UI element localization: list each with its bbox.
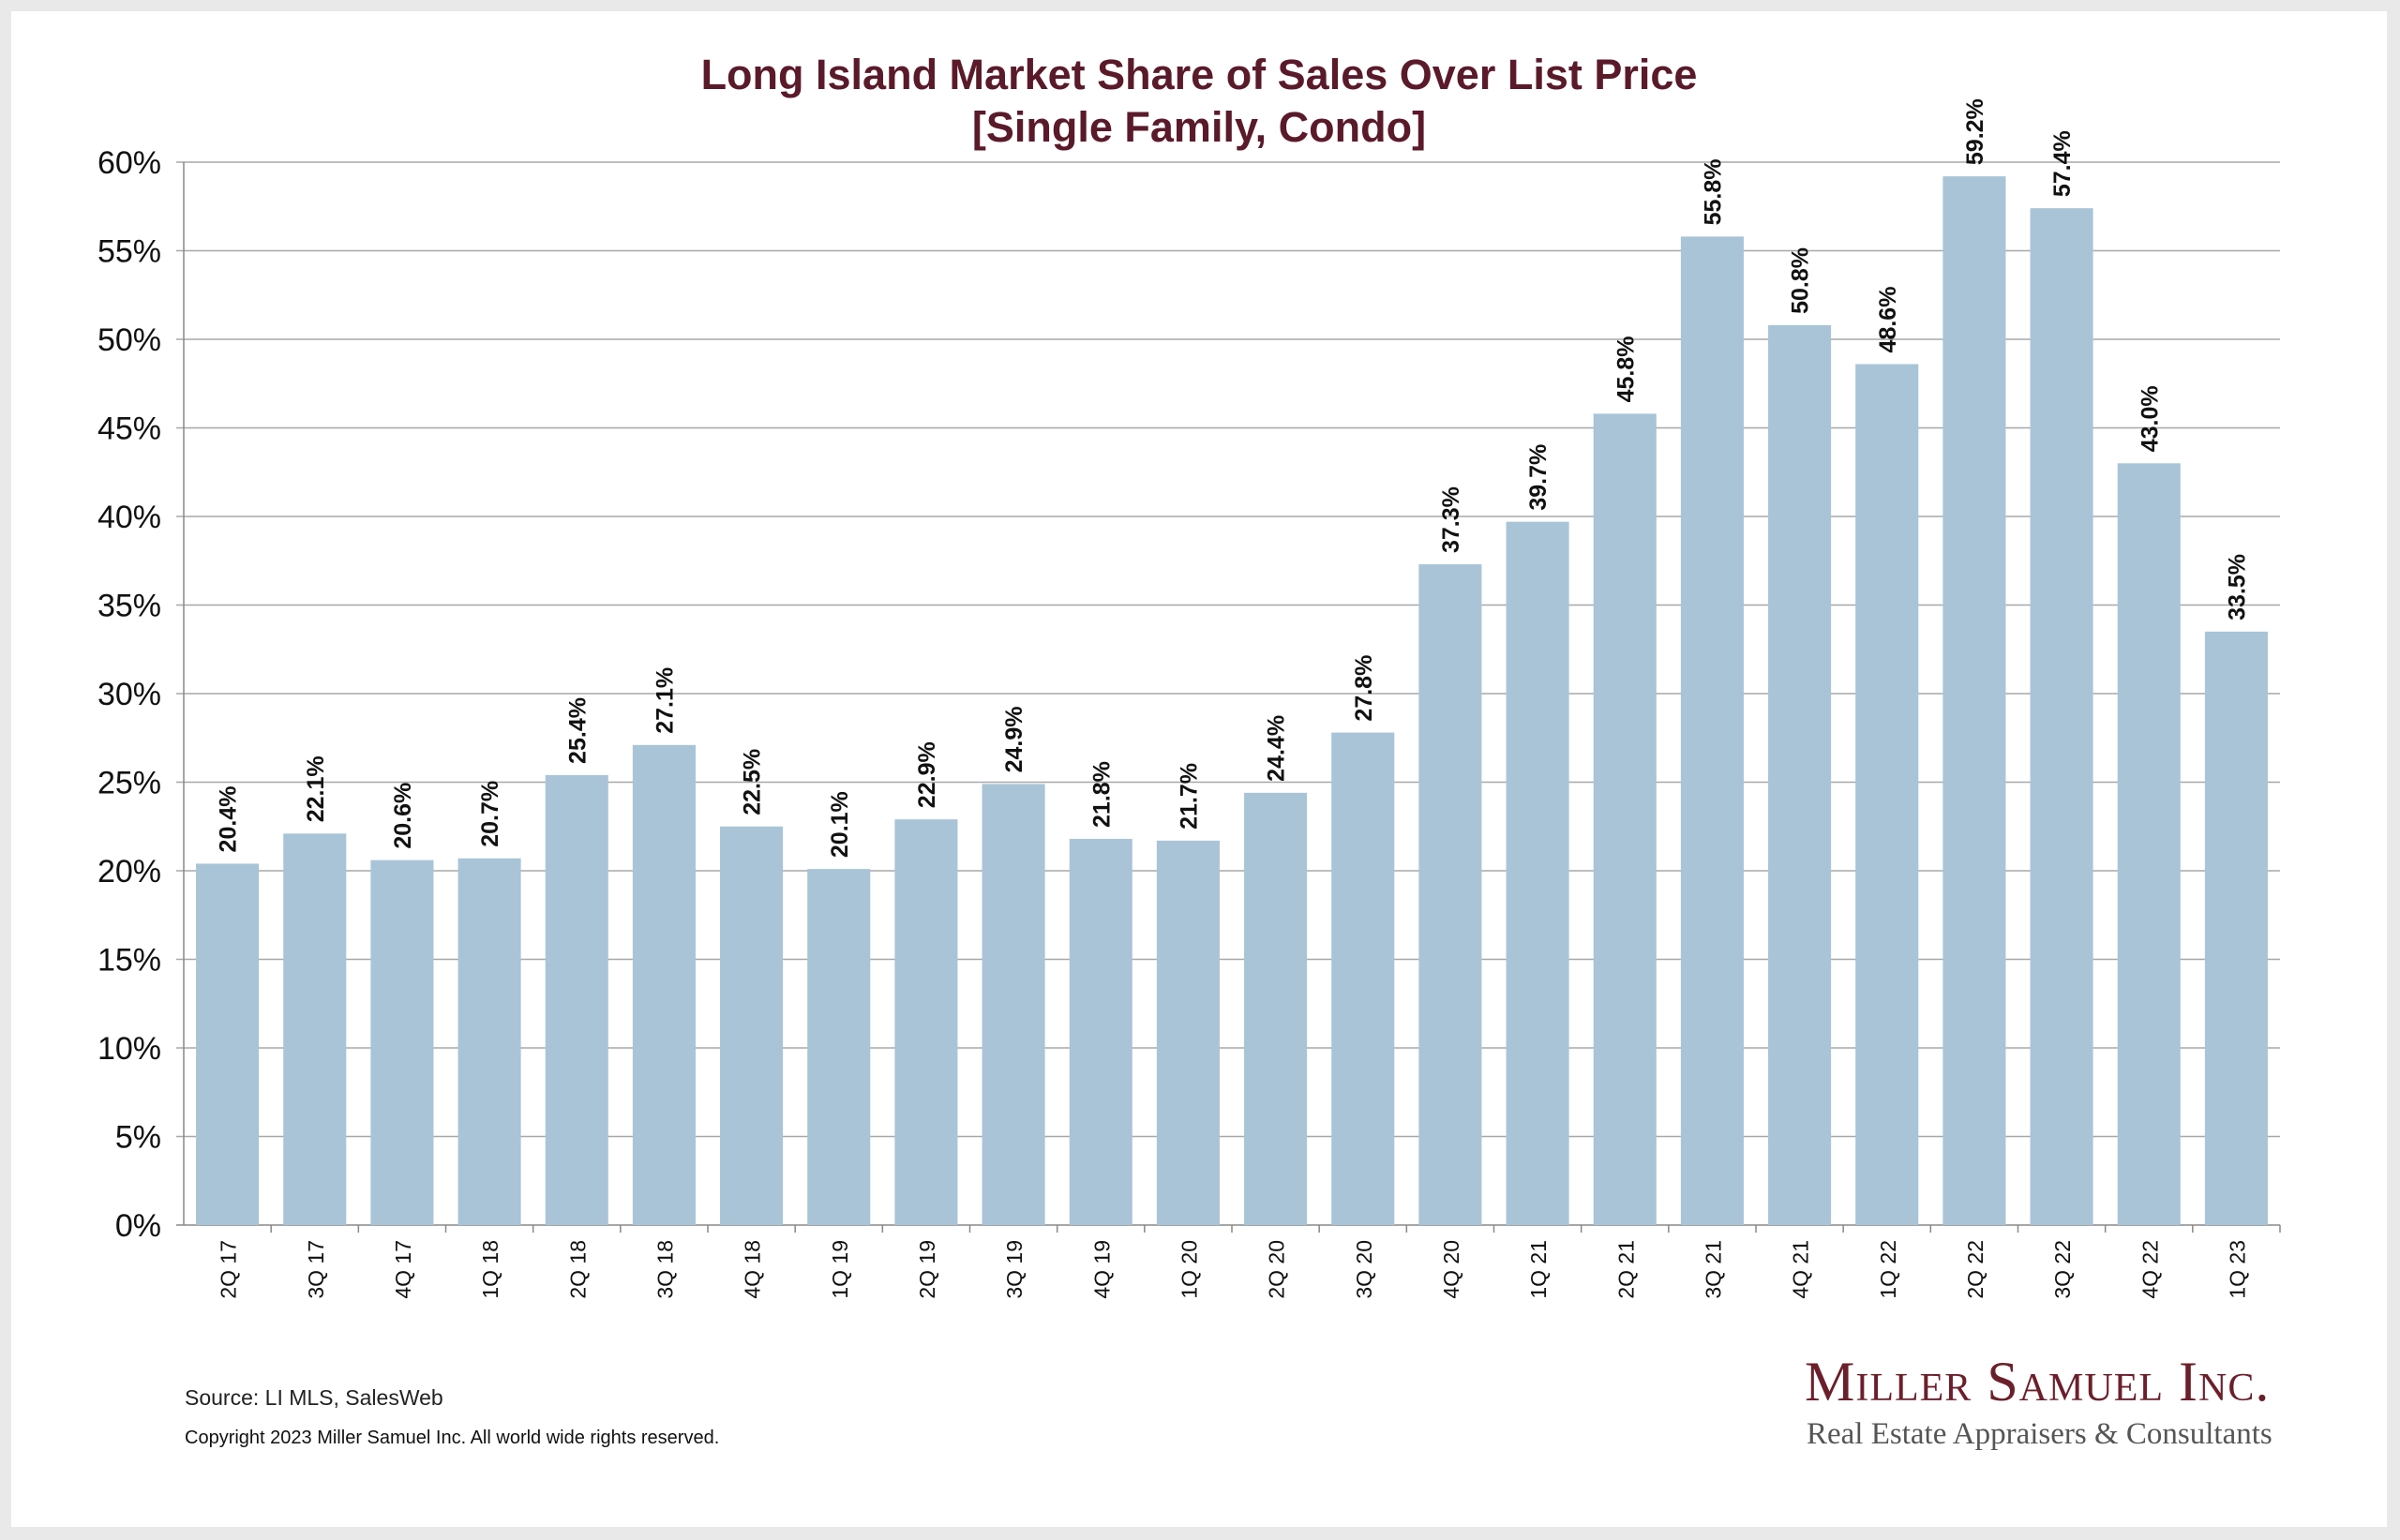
x-tick-label: 1Q 18 <box>478 1240 502 1299</box>
data-label: 25.4% <box>564 697 591 764</box>
data-label: 39.7% <box>1525 444 1552 511</box>
data-label: 50.8% <box>1788 247 1814 314</box>
data-label: 59.2% <box>1962 98 1988 165</box>
y-tick-label: 20% <box>98 854 161 890</box>
x-tick-label: 3Q 18 <box>652 1240 677 1299</box>
y-tick-label: 35% <box>98 589 161 624</box>
x-tick-label: 2Q 22 <box>1963 1240 1988 1299</box>
x-tick-label: 1Q 19 <box>828 1240 852 1299</box>
bar <box>1331 732 1395 1225</box>
x-tick-label: 4Q 21 <box>1789 1240 1813 1299</box>
x-tick-label: 3Q 22 <box>2050 1240 2075 1299</box>
bar <box>1942 176 2006 1225</box>
data-label: 55.8% <box>1700 158 1726 225</box>
x-tick-label: 2Q 18 <box>565 1240 590 1299</box>
bar <box>370 860 434 1225</box>
y-tick-label: 30% <box>98 677 161 712</box>
bar <box>894 819 958 1225</box>
bar <box>632 744 696 1225</box>
bar <box>2117 463 2181 1225</box>
bar <box>1593 413 1657 1225</box>
data-label: 27.8% <box>1351 655 1377 722</box>
data-label: 20.1% <box>827 791 853 858</box>
bar <box>807 869 871 1225</box>
copyright-note: Copyright 2023 Miller Samuel Inc. All wo… <box>185 1428 720 1448</box>
x-tick-label: 4Q 22 <box>2138 1240 2162 1299</box>
bar <box>196 863 260 1225</box>
y-tick-label: 45% <box>98 411 161 447</box>
x-tick-label: 1Q 23 <box>2225 1240 2249 1299</box>
bar <box>1156 840 1220 1225</box>
x-tick-label: 4Q 20 <box>1439 1240 1463 1299</box>
bar <box>2204 631 2268 1225</box>
x-tick-label: 4Q 18 <box>741 1240 765 1299</box>
y-tick-label: 5% <box>115 1120 161 1156</box>
x-tick-label: 3Q 17 <box>304 1240 328 1299</box>
company-logo-tagline: Real Estate Appraisers & Consultants <box>1807 1417 2272 1451</box>
bar <box>2030 208 2093 1225</box>
x-tick-label: 1Q 22 <box>1876 1240 1900 1299</box>
bar <box>982 784 1045 1225</box>
bar <box>1069 838 1132 1225</box>
bar <box>1418 564 1482 1225</box>
bar <box>1855 364 1919 1226</box>
chart-title-block: Long Island Market Share of Sales Over L… <box>11 49 2387 154</box>
data-label: 24.4% <box>1264 715 1290 782</box>
source-note: Source: LI MLS, SalesWeb <box>185 1385 443 1410</box>
company-logo-name: Miller Samuel Inc. <box>1805 1351 2271 1413</box>
y-tick-label: 60% <box>98 145 161 181</box>
data-label: 21.8% <box>1088 761 1115 828</box>
x-tick-label: 1Q 20 <box>1177 1240 1201 1299</box>
data-label: 27.1% <box>652 667 678 734</box>
data-label: 57.4% <box>2049 130 2076 197</box>
data-label: 43.0% <box>2137 385 2163 452</box>
bar <box>1768 324 1832 1225</box>
data-label: 48.6% <box>1875 287 1901 353</box>
x-tick-label: 2Q 21 <box>1613 1240 1638 1299</box>
data-label: 20.6% <box>390 783 416 849</box>
chart-title: Long Island Market Share of Sales Over L… <box>700 51 1698 98</box>
data-label: 22.1% <box>303 755 329 822</box>
y-tick-label: 15% <box>98 943 161 979</box>
bar <box>458 858 521 1225</box>
data-label: 24.9% <box>1001 706 1028 772</box>
bar <box>720 826 784 1225</box>
bar <box>1506 521 1569 1225</box>
data-label: 22.9% <box>914 741 940 808</box>
y-tick-label: 0% <box>115 1208 161 1244</box>
bar <box>283 833 347 1225</box>
y-tick-label: 40% <box>98 500 161 535</box>
x-tick-label: 3Q 20 <box>1352 1240 1376 1299</box>
data-label: 21.7% <box>1176 763 1202 830</box>
data-label: 33.5% <box>2224 554 2250 620</box>
bar <box>1680 236 1744 1225</box>
y-tick-label: 10% <box>98 1031 161 1067</box>
data-label: 22.5% <box>740 749 766 815</box>
x-tick-label: 3Q 21 <box>1701 1240 1725 1299</box>
data-label: 37.3% <box>1438 486 1464 553</box>
x-tick-label: 3Q 19 <box>1002 1240 1027 1299</box>
data-label: 20.7% <box>477 781 503 847</box>
y-tick-label: 50% <box>98 322 161 358</box>
x-tick-label: 4Q 17 <box>391 1240 415 1299</box>
x-tick-label: 2Q 17 <box>217 1240 241 1299</box>
data-label: 20.4% <box>216 786 242 853</box>
bar <box>1244 792 1308 1225</box>
chart-subtitle: [Single Family, Condo] <box>971 103 1427 151</box>
x-tick-label: 4Q 19 <box>1089 1240 1114 1299</box>
y-tick-label: 55% <box>98 234 161 270</box>
x-tick-label: 1Q 21 <box>1526 1240 1551 1299</box>
bar <box>545 774 608 1225</box>
data-label: 45.8% <box>1612 336 1639 402</box>
x-tick-label: 2Q 19 <box>915 1240 939 1299</box>
y-tick-label: 25% <box>98 766 161 801</box>
x-tick-label: 2Q 20 <box>1265 1240 1289 1299</box>
